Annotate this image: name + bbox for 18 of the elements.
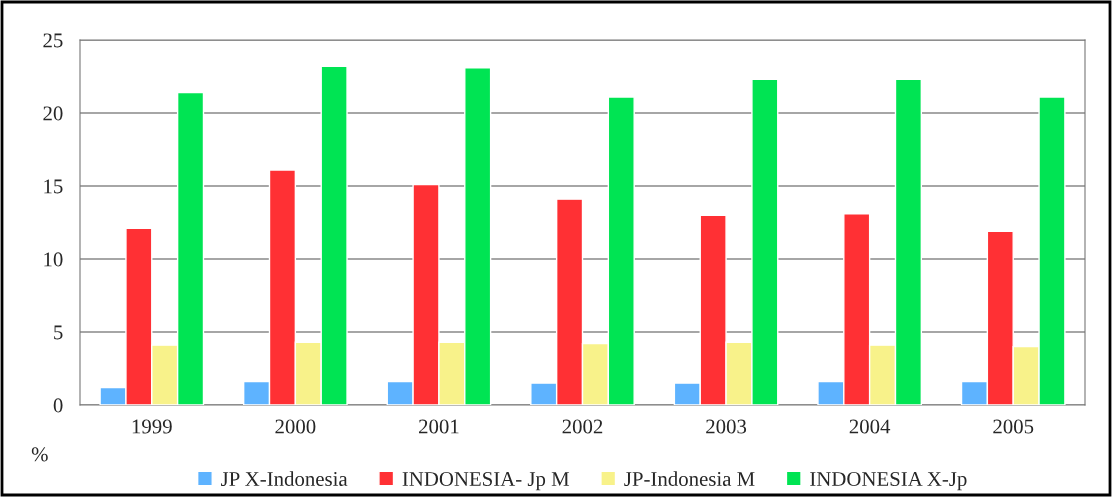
x-tick-label: 1999 [132,419,172,434]
legend-label: JP-Indonesia M [624,471,755,486]
x-tick-label: 2005 [993,419,1034,434]
x-tick-label: 2004 [849,419,891,434]
y-tick-label: 25 [43,33,63,48]
y-tick-label: 0 [53,398,63,413]
legend-label: INDONESIA X-Jp [810,471,967,491]
legend-label: INDONESIA- Jp M [402,471,570,491]
y-tick-label: 15 [44,179,63,194]
x-tick-label: 2000 [275,419,316,434]
y-tick-label: 20 [43,106,63,121]
y-tick-label: 10 [44,252,63,267]
x-tick-label: 2001 [419,419,459,434]
y-axis-title: % [31,447,48,462]
y-tick-label: 5 [54,325,63,340]
x-tick-label: 2003 [706,419,747,434]
x-tick-label: 2002 [562,419,603,434]
legend-label: JP X-Indonesia [221,471,348,486]
